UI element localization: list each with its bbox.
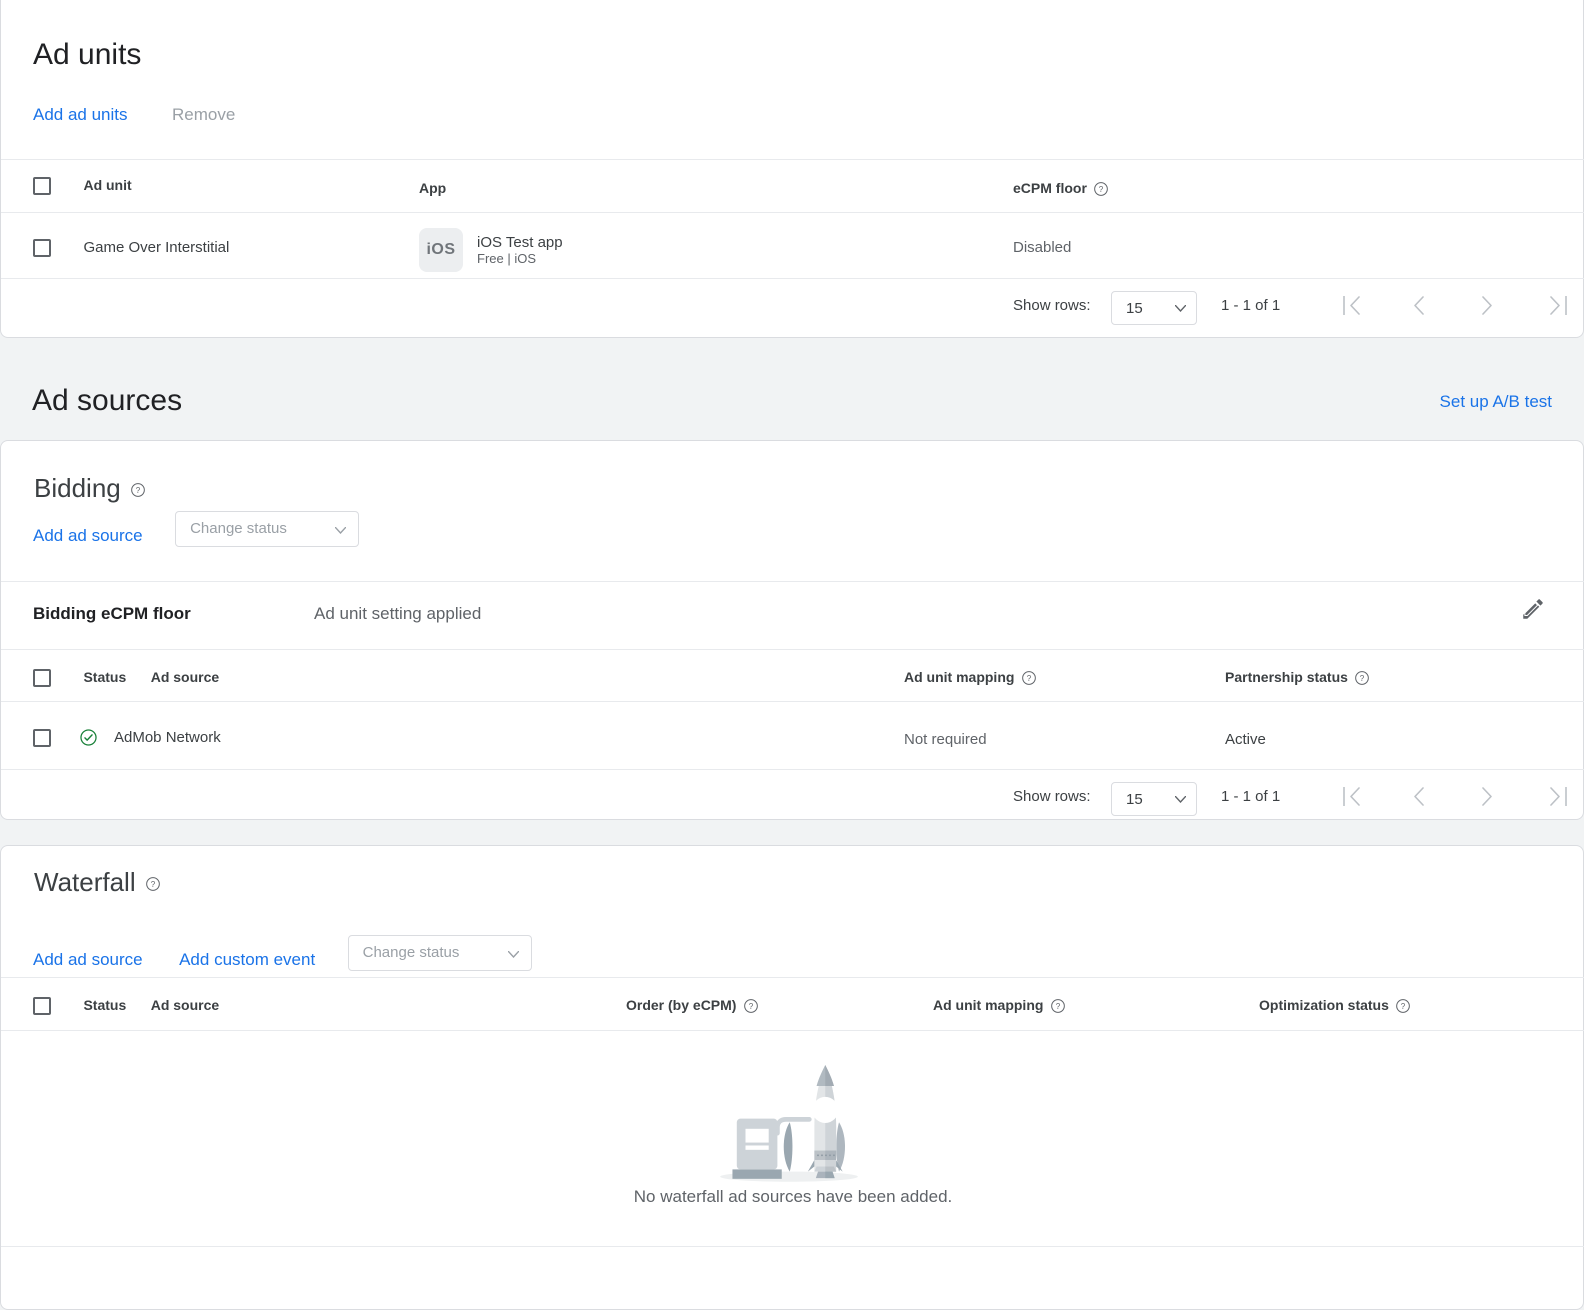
svg-text:?: ? (136, 486, 141, 495)
svg-text:?: ? (1056, 1002, 1061, 1011)
svg-text:?: ? (151, 880, 156, 889)
svg-text:?: ? (1099, 185, 1104, 194)
svg-text:?: ? (1401, 1002, 1406, 1011)
svg-text:?: ? (1360, 674, 1365, 683)
svg-text:?: ? (1027, 674, 1032, 683)
svg-text:?: ? (749, 1002, 754, 1011)
